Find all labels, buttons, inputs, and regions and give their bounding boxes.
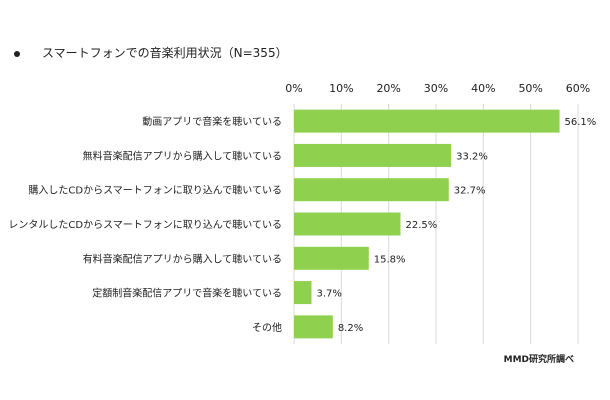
value-label: 32.7% <box>454 186 486 197</box>
x-tick-label: 30% <box>424 82 448 95</box>
chart-title-text: スマートフォンでの音楽利用状況（N=355） <box>42 46 288 60</box>
bar <box>294 315 333 339</box>
category-label: 無料音楽配信アプリから購入して聴いている <box>83 149 282 162</box>
value-label: 8.2% <box>338 323 363 334</box>
x-tick-label: 20% <box>376 82 400 95</box>
bar <box>294 109 560 133</box>
value-label: 22.5% <box>406 220 438 231</box>
source-note: MMD研究所調べ <box>503 355 574 365</box>
bar <box>294 246 369 270</box>
category-label: レンタルしたCDからスマートフォンに取り込んで聴いている <box>8 219 282 231</box>
category-label: 動画アプリで音楽を聴いている <box>142 115 282 128</box>
category-label: 購入したCDからスマートフォンに取り込んで聴いている <box>28 184 282 197</box>
value-label: 33.2% <box>456 151 488 162</box>
category-label: 有料音楽配信アプリから購入して聴いている <box>83 252 282 265</box>
bullet-icon <box>14 50 20 57</box>
x-tick-label: 10% <box>329 82 353 95</box>
bar <box>294 281 312 305</box>
chart-title: スマートフォンでの音楽利用状況（N=355） <box>14 44 288 61</box>
bar <box>294 178 449 202</box>
bar <box>294 212 401 236</box>
category-label: 定額制音楽配信アプリで音楽を聴いている <box>92 287 282 300</box>
value-label: 15.8% <box>374 254 406 265</box>
value-label: 3.7% <box>317 289 342 300</box>
bar <box>294 143 452 167</box>
x-tick-label: 0% <box>285 82 302 95</box>
value-label: 56.1% <box>565 117 597 128</box>
x-tick-label: 40% <box>471 82 495 95</box>
category-label: その他 <box>252 321 282 334</box>
x-tick-label: 50% <box>518 82 542 95</box>
x-tick-label: 60% <box>566 82 590 95</box>
